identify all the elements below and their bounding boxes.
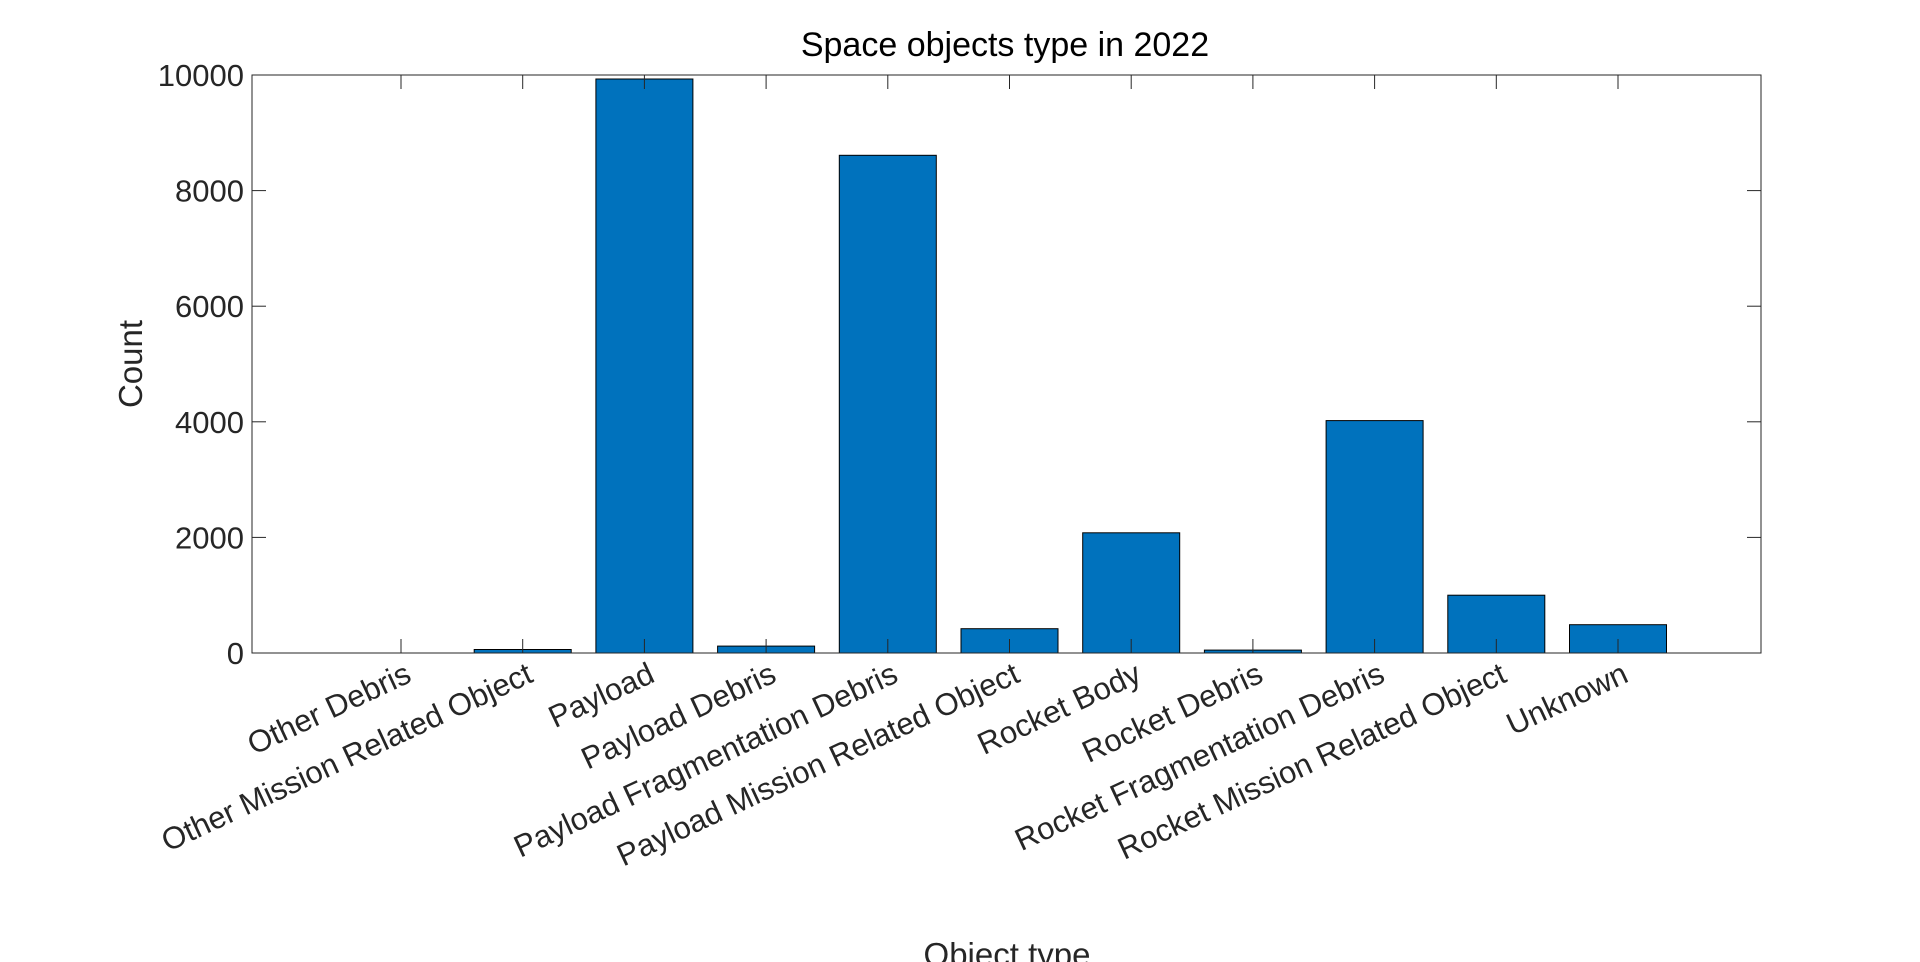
bar-rocket-body — [1082, 532, 1181, 654]
y-tick-label: 2000 — [175, 520, 244, 555]
bar-payload-fragmentation-debris — [838, 154, 937, 654]
y-tick-label: 8000 — [175, 174, 244, 209]
y-tick-label: 0 — [227, 636, 244, 671]
y-tick-label: 10000 — [158, 58, 244, 93]
y-tick-label: 4000 — [175, 405, 244, 440]
bars-group — [473, 78, 1667, 654]
bar-payload — [595, 78, 694, 654]
y-axis-label: Count — [112, 320, 149, 408]
y-axis-ticks: 0 2000 4000 6000 8000 10000 — [158, 58, 1761, 671]
y-tick-label: 6000 — [175, 289, 244, 324]
axes-box — [251, 74, 1762, 654]
bar-rocket-fragmentation-debris — [1325, 420, 1424, 654]
x-axis-label: Object type — [924, 936, 1091, 962]
x-tick-label: Unknown — [1501, 656, 1633, 742]
chart-title: Space objects type in 2022 — [801, 26, 1209, 64]
